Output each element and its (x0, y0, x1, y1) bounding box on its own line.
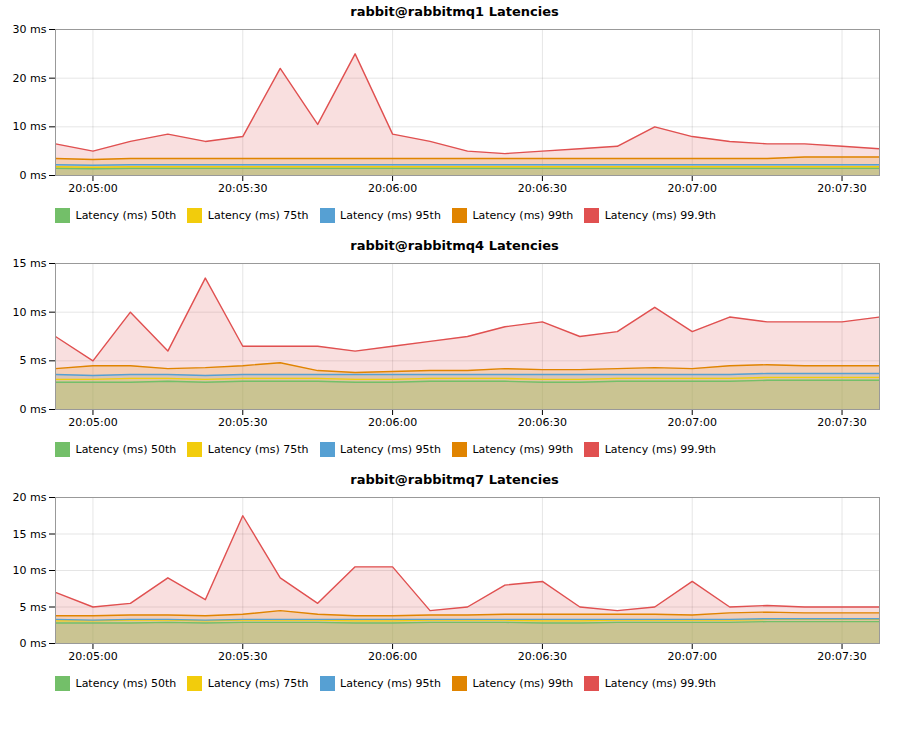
svg-text:20:06:30: 20:06:30 (518, 182, 567, 195)
svg-text:10 ms: 10 ms (13, 306, 47, 319)
svg-text:20:05:00: 20:05:00 (68, 416, 117, 429)
html-text:Latency (ms) 95th: Latency (ms) 95th (340, 443, 441, 456)
html-text:Latency (ms) 50th: Latency (ms) 50th (75, 209, 177, 222)
svg-text:20 ms: 20 ms (13, 72, 47, 85)
svg-text:20:06:30: 20:06:30 (518, 416, 567, 429)
svg-text:20:07:30: 20:07:30 (817, 650, 866, 663)
svg-text:20:06:00: 20:06:00 (368, 650, 417, 663)
svg-text:20:07:00: 20:07:00 (668, 416, 717, 429)
html-text:Latency (ms) 99.9th: Latency (ms) 99.9th (604, 443, 716, 456)
svg-text:20:07:30: 20:07:30 (817, 182, 866, 195)
svg-text:30 ms: 30 ms (13, 23, 47, 36)
html-text:Latency (ms) 50th: Latency (ms) 50th (75, 443, 177, 456)
html-text:Latency (ms) 95th: Latency (ms) 95th (340, 209, 441, 222)
svg-text:20:05:00: 20:05:00 (68, 182, 117, 195)
html-text:Latency (ms) 99.9th: Latency (ms) 99.9th (604, 677, 716, 690)
svg-text:20:07:30: 20:07:30 (817, 416, 866, 429)
svg-text:0 ms: 0 ms (20, 169, 47, 182)
svg-text:20:05:30: 20:05:30 (218, 650, 267, 663)
svg-text:15 ms: 15 ms (13, 257, 47, 270)
html-text:Latency (ms) 50th: Latency (ms) 50th (75, 677, 177, 690)
html-text:Latency (ms) 75th: Latency (ms) 75th (207, 443, 309, 456)
svg-text:0 ms: 0 ms (20, 637, 47, 650)
html-text:Latency (ms) 99th: Latency (ms) 99th (472, 209, 574, 222)
html-text:rabbit@rabbitmq4 Latencies: rabbit@rabbitmq4 Latencies (350, 238, 559, 253)
svg-text:20:07:00: 20:07:00 (668, 182, 717, 195)
svg-text:15 ms: 15 ms (13, 528, 47, 541)
html-text:rabbit@rabbitmq7 Latencies: rabbit@rabbitmq7 Latencies (350, 472, 559, 487)
svg-text:20:07:00: 20:07:00 (668, 650, 717, 663)
svg-text:10 ms: 10 ms (13, 120, 47, 133)
html-text:Latency (ms) 95th: Latency (ms) 95th (340, 677, 441, 690)
svg-text:5 ms: 5 ms (20, 354, 47, 367)
svg-text:20:05:30: 20:05:30 (218, 182, 267, 195)
svg-text:20:05:00: 20:05:00 (68, 650, 117, 663)
svg-text:20 ms: 20 ms (13, 491, 47, 504)
svg-text:20:06:30: 20:06:30 (518, 650, 567, 663)
html-text:Latency (ms) 75th: Latency (ms) 75th (207, 209, 309, 222)
svg-text:20:06:00: 20:06:00 (368, 416, 417, 429)
html-text:Latency (ms) 99.9th: Latency (ms) 99.9th (604, 209, 716, 222)
html-text:Latency (ms) 99th: Latency (ms) 99th (472, 443, 574, 456)
svg-text:20:05:30: 20:05:30 (218, 416, 267, 429)
svg-text:10 ms: 10 ms (13, 564, 47, 577)
html-text:rabbit@rabbitmq1 Latencies: rabbit@rabbitmq1 Latencies (350, 4, 559, 19)
html-text:Latency (ms) 99th: Latency (ms) 99th (472, 677, 574, 690)
svg-text:5 ms: 5 ms (20, 601, 47, 614)
svg-text:0 ms: 0 ms (20, 403, 47, 416)
svg-text:20:06:00: 20:06:00 (368, 182, 417, 195)
html-text:Latency (ms) 75th: Latency (ms) 75th (207, 677, 309, 690)
